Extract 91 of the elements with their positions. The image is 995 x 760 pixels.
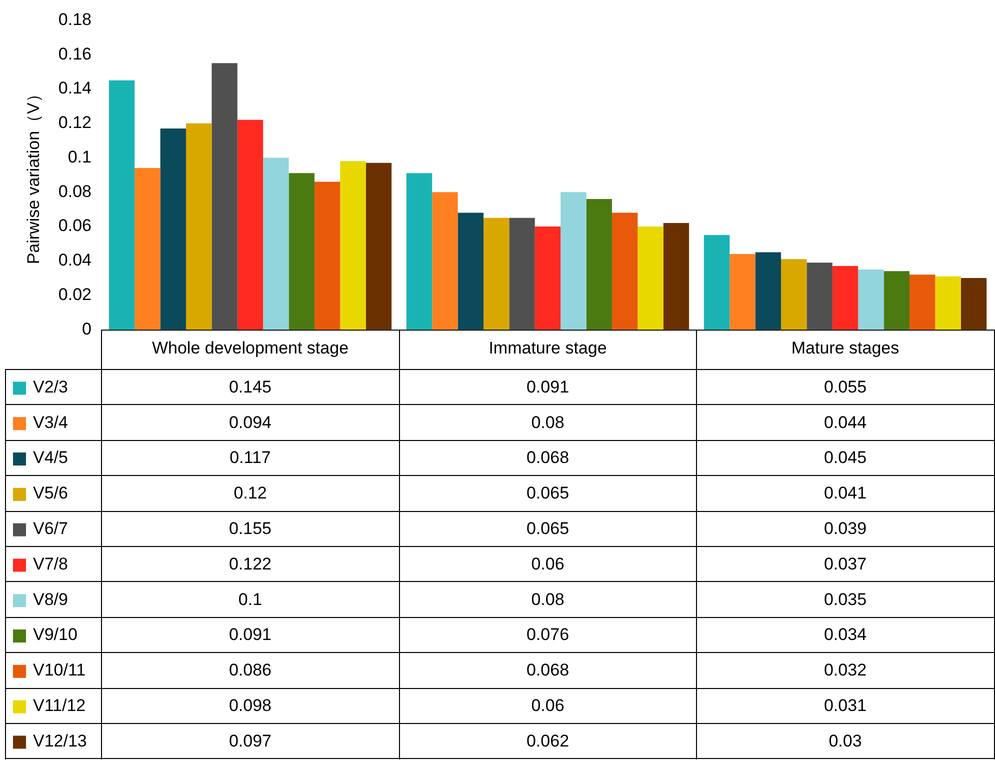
bar xyxy=(884,271,910,330)
data-label: 0.065 xyxy=(526,518,570,538)
bar xyxy=(730,254,756,330)
data-label: 0.044 xyxy=(824,412,867,432)
legend-label: V10/11 xyxy=(33,660,86,680)
data-label: 0.03 xyxy=(828,731,862,750)
bar xyxy=(406,173,432,330)
legend-label: V5/6 xyxy=(33,484,68,503)
y-tick-label: 0.04 xyxy=(58,250,92,270)
bar xyxy=(186,123,212,330)
bar xyxy=(755,252,782,330)
x-tick-label: Mature stages xyxy=(791,338,900,358)
bar xyxy=(832,266,858,330)
bar xyxy=(288,173,314,330)
data-label: 0.1 xyxy=(238,590,262,609)
data-label: 0.12 xyxy=(234,484,267,503)
bar xyxy=(586,198,612,330)
y-tick-label: 0.14 xyxy=(58,78,92,98)
data-label: 0.122 xyxy=(228,554,272,574)
bar xyxy=(458,212,484,330)
legend-label: V4/5 xyxy=(33,448,68,468)
bar xyxy=(263,158,289,330)
data-label: 0.097 xyxy=(228,731,272,750)
legend-label: V8/9 xyxy=(33,590,68,609)
data-label: 0.155 xyxy=(228,518,272,538)
legend-label: V2/3 xyxy=(33,377,68,396)
data-label: 0.06 xyxy=(531,554,564,574)
legend-label: V9/10 xyxy=(33,625,78,644)
data-label: 0.032 xyxy=(824,660,867,680)
legend-label: V7/8 xyxy=(33,554,68,574)
data-label: 0.145 xyxy=(228,377,272,396)
bar xyxy=(212,63,238,330)
data-label: 0.094 xyxy=(228,412,272,432)
bar xyxy=(314,182,340,330)
data-label: 0.034 xyxy=(824,625,867,644)
y-tick-label: 0.1 xyxy=(68,147,92,166)
y-tick-label: 0.18 xyxy=(58,10,92,29)
bar xyxy=(806,262,832,330)
data-label: 0.068 xyxy=(526,660,570,680)
legend-label: V11/12 xyxy=(33,696,86,715)
legend-label: V6/7 xyxy=(33,518,68,538)
legend-label: V3/4 xyxy=(33,412,68,432)
bar xyxy=(432,192,458,330)
data-label: 0.098 xyxy=(228,696,272,715)
data-label: 0.086 xyxy=(228,660,272,680)
y-axis-title: Pairwise variation（V） xyxy=(24,86,43,264)
data-label: 0.041 xyxy=(824,484,867,503)
data-label: 0.08 xyxy=(531,412,564,432)
data-label: 0.031 xyxy=(824,696,867,715)
bar xyxy=(663,223,690,330)
data-label: 0.037 xyxy=(824,554,867,574)
data-label: 0.065 xyxy=(526,484,570,503)
data-label: 0.055 xyxy=(824,377,867,396)
data-label: 0.08 xyxy=(531,590,564,609)
bar xyxy=(237,120,264,330)
bar xyxy=(560,192,586,330)
data-label: 0.076 xyxy=(526,625,570,644)
y-tick-label: 0.12 xyxy=(58,113,92,132)
x-tick-label: Immature stage xyxy=(488,338,607,358)
data-label: 0.039 xyxy=(824,518,867,538)
bar xyxy=(509,218,535,330)
x-tick-label: Whole development stage xyxy=(152,338,349,358)
data-label: 0.035 xyxy=(824,590,867,609)
bar xyxy=(781,259,807,330)
data-label: 0.06 xyxy=(531,696,564,715)
data-label: 0.045 xyxy=(824,448,867,468)
bar xyxy=(366,162,392,330)
bar xyxy=(484,218,510,330)
bar xyxy=(638,226,664,330)
bar xyxy=(909,274,936,330)
bar xyxy=(534,226,561,330)
data-label: 0.117 xyxy=(230,448,271,468)
y-tick-label: 0.08 xyxy=(58,182,92,201)
bar xyxy=(935,276,961,330)
y-tick-label: 0 xyxy=(82,319,92,338)
data-label: 0.091 xyxy=(228,625,272,644)
bar xyxy=(704,235,730,330)
legend-label: V12/13 xyxy=(33,731,87,750)
data-label: 0.062 xyxy=(526,731,570,750)
bar xyxy=(108,80,135,330)
bar xyxy=(612,212,638,330)
bar xyxy=(160,128,186,330)
data-label: 0.068 xyxy=(526,448,570,468)
y-tick-label: 0.16 xyxy=(58,44,92,64)
bar xyxy=(340,161,366,330)
bar xyxy=(134,168,160,330)
data-label: 0.091 xyxy=(526,377,570,396)
bar xyxy=(858,269,884,330)
bar xyxy=(960,278,987,330)
y-tick-label: 0.06 xyxy=(58,216,92,236)
y-tick-label: 0.02 xyxy=(58,284,92,304)
